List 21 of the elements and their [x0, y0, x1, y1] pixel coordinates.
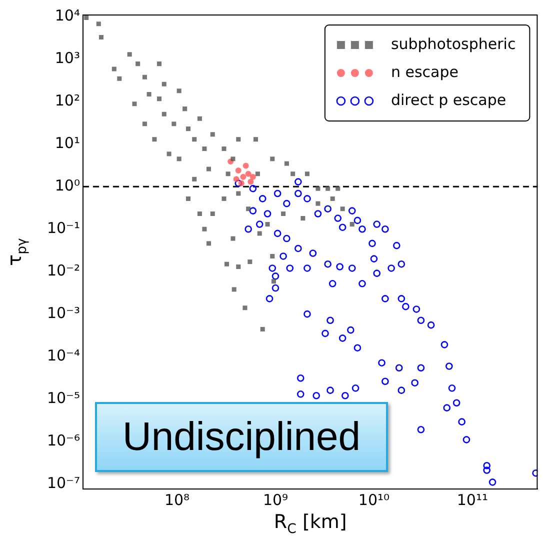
y-tick-label: 10² [54, 92, 80, 110]
y-axis-title: τpγ [4, 238, 30, 266]
y-tick-label: 10⁻⁷ [46, 474, 80, 492]
y-tick-label: 10⁰ [54, 176, 80, 195]
y-tick-label: 10¹ [54, 134, 80, 152]
y-tick-label: 10⁻¹ [46, 219, 80, 238]
x-tick-label: 10⁹ [262, 490, 288, 509]
y-tick-label: 10⁻² [46, 261, 80, 280]
x-tick-label: 10¹⁰ [358, 490, 390, 509]
annotation: Undisciplined [95, 402, 388, 472]
x-tick-label: 10¹¹ [456, 490, 488, 509]
legend-label: direct p escape [390, 90, 506, 109]
legend-label: subphotospheric [390, 34, 516, 53]
y-tick-label: 10⁻⁶ [46, 431, 80, 450]
y-tick-label: 10⁴ [54, 6, 80, 25]
y-tick-label: 10³ [54, 49, 80, 68]
y-tick-label: 10⁻³ [46, 304, 80, 322]
legend-label: n escape [390, 62, 458, 81]
y-tick-label: 10⁻⁴ [46, 346, 80, 364]
x-tick-label: 10⁸ [164, 490, 190, 509]
y-tick-label: 10⁻⁵ [46, 388, 80, 407]
